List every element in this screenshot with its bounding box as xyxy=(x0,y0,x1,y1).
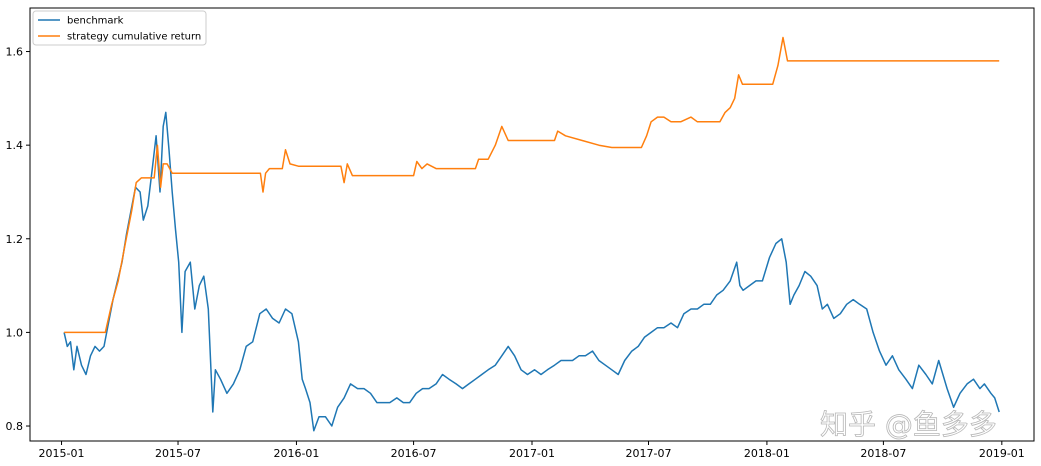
x-tick-label: 2015-07 xyxy=(155,447,201,460)
y-axis: 0.8 1.0 1.2 1.4 1.6 xyxy=(6,46,30,433)
y-tick-label: 1.6 xyxy=(6,46,24,59)
x-tick-label: 2018-07 xyxy=(860,447,906,460)
axes-background xyxy=(30,8,1034,441)
series-line-strategy xyxy=(64,36,1000,334)
x-tick-label: 2015-01 xyxy=(39,447,85,460)
x-axis: 2015-01 2015-07 2016-01 2016-07 2017-01 2017-… xyxy=(39,441,1025,460)
legend-box xyxy=(32,10,207,46)
x-tick-label: 2017-01 xyxy=(509,447,555,460)
legend-label-benchmark: benchmark xyxy=(67,16,124,27)
watermark: 知乎 @鱼多多 xyxy=(820,408,997,441)
y-tick-label: 1.0 xyxy=(6,326,24,339)
series-line-benchmark xyxy=(63,111,1000,432)
axes-frame xyxy=(29,7,1035,442)
y-tick-label: 1.2 xyxy=(6,233,24,246)
series-layer xyxy=(63,36,1000,432)
y-tick-label: 1.4 xyxy=(6,139,24,152)
legend-label-strategy: strategy cumulative return xyxy=(67,32,201,43)
x-tick-label: 2019-01 xyxy=(979,447,1025,460)
x-tick-label: 2017-07 xyxy=(626,447,672,460)
x-tick-label: 2018-01 xyxy=(744,447,790,460)
legend: benchmark strategy cumulative return xyxy=(32,10,207,46)
x-tick-label: 2016-07 xyxy=(391,447,437,460)
x-tick-label: 2016-01 xyxy=(273,447,319,460)
y-tick-label: 0.8 xyxy=(6,420,24,433)
